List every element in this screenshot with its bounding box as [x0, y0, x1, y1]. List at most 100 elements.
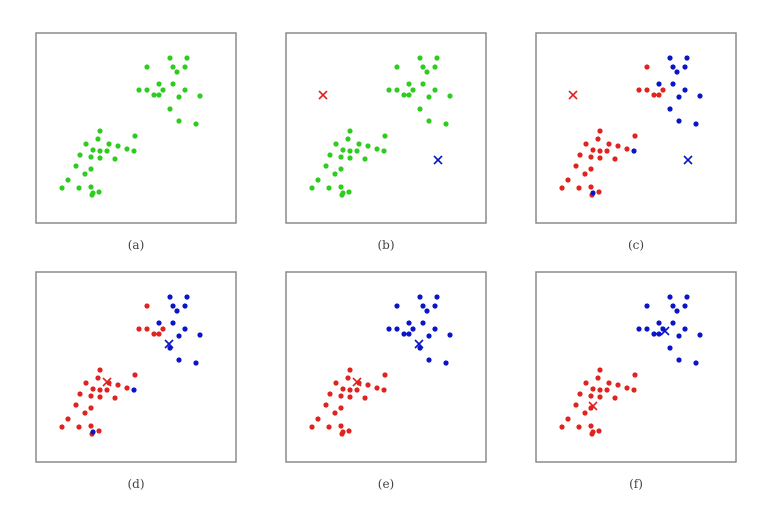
- data-point: [97, 128, 103, 134]
- data-point: [309, 185, 315, 191]
- data-point: [315, 416, 321, 422]
- data-point: [588, 393, 594, 399]
- data-point: [676, 118, 682, 124]
- data-point: [97, 387, 103, 393]
- data-point: [323, 163, 329, 169]
- centroid-marker: [164, 339, 174, 349]
- data-point: [406, 320, 412, 326]
- data-point: [97, 394, 103, 400]
- data-point: [631, 148, 637, 154]
- data-point: [644, 303, 650, 309]
- data-point: [345, 136, 351, 142]
- data-point: [345, 375, 351, 381]
- data-point: [347, 128, 353, 134]
- panel-frame: [535, 32, 737, 224]
- panel-label: (f): [629, 477, 643, 491]
- data-point: [327, 152, 333, 158]
- data-point: [576, 185, 582, 191]
- data-point: [365, 382, 371, 388]
- data-point: [167, 294, 173, 300]
- data-point: [577, 391, 583, 397]
- data-point: [401, 331, 407, 337]
- data-point: [676, 333, 682, 339]
- data-point: [65, 416, 71, 422]
- data-point: [667, 106, 673, 112]
- data-point: [151, 92, 157, 98]
- data-point: [676, 357, 682, 363]
- data-point: [88, 405, 94, 411]
- data-point: [193, 360, 199, 366]
- data-point: [115, 382, 121, 388]
- data-point: [382, 372, 388, 378]
- panel-label: (b): [377, 238, 394, 252]
- data-point: [636, 326, 642, 332]
- data-point: [590, 386, 596, 392]
- panel-frame: [35, 32, 237, 224]
- data-point: [362, 395, 368, 401]
- panel-label: (a): [128, 238, 145, 252]
- data-point: [644, 64, 650, 70]
- data-point: [674, 308, 680, 314]
- data-point: [59, 424, 65, 430]
- data-point: [583, 141, 589, 147]
- data-point: [77, 391, 83, 397]
- data-point: [88, 393, 94, 399]
- data-point: [424, 69, 430, 75]
- data-point: [156, 81, 162, 87]
- data-point: [406, 92, 412, 98]
- data-point: [432, 303, 438, 309]
- data-point: [374, 385, 380, 391]
- data-point: [82, 410, 88, 416]
- data-point: [447, 93, 453, 99]
- data-point: [632, 133, 638, 139]
- data-point: [401, 92, 407, 98]
- data-point: [83, 380, 89, 386]
- data-point: [597, 148, 603, 154]
- data-point: [184, 55, 190, 61]
- data-point: [136, 87, 142, 93]
- data-point: [88, 166, 94, 172]
- data-point: [674, 69, 680, 75]
- data-point: [182, 326, 188, 332]
- data-point: [167, 55, 173, 61]
- data-point: [170, 320, 176, 326]
- data-point: [417, 55, 423, 61]
- data-point: [97, 155, 103, 161]
- data-point: [606, 380, 612, 386]
- data-point: [693, 360, 699, 366]
- data-point: [595, 136, 601, 142]
- data-point: [382, 133, 388, 139]
- centroid-marker: [318, 90, 328, 100]
- data-point: [420, 303, 426, 309]
- data-point: [676, 94, 682, 100]
- data-point: [656, 331, 662, 337]
- data-point: [131, 387, 137, 393]
- data-point: [156, 92, 162, 98]
- data-point: [420, 81, 426, 87]
- data-point: [88, 423, 94, 429]
- data-point: [386, 326, 392, 332]
- data-point: [104, 148, 110, 154]
- data-point: [90, 190, 96, 196]
- data-point: [365, 143, 371, 149]
- data-point: [667, 294, 673, 300]
- data-point: [338, 166, 344, 172]
- data-point: [354, 148, 360, 154]
- data-point: [559, 424, 565, 430]
- centroid-marker: [683, 155, 693, 165]
- data-point: [90, 147, 96, 153]
- data-point: [76, 424, 82, 430]
- data-point: [176, 357, 182, 363]
- data-point: [386, 87, 392, 93]
- data-point: [597, 394, 603, 400]
- data-point: [590, 190, 596, 196]
- data-point: [410, 326, 416, 332]
- data-point: [606, 141, 612, 147]
- data-point: [588, 154, 594, 160]
- data-point: [420, 320, 426, 326]
- data-point: [651, 92, 657, 98]
- data-point: [97, 367, 103, 373]
- data-point: [83, 141, 89, 147]
- panel-frame: [35, 271, 237, 463]
- data-point: [670, 81, 676, 87]
